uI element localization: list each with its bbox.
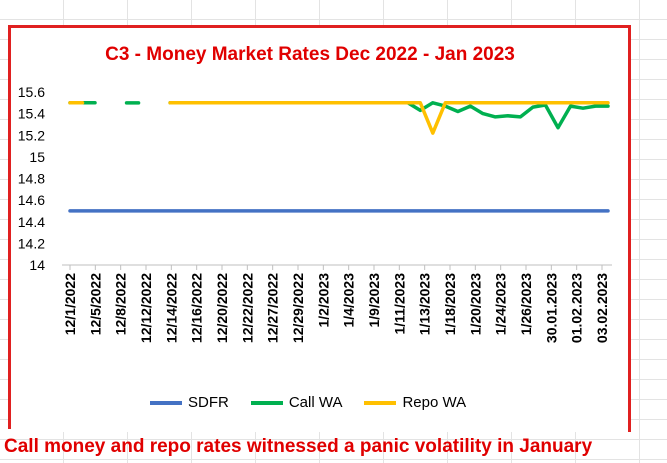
legend-label-repo-wa: Repo WA bbox=[402, 394, 467, 411]
x-tick-label: 1/24/2023 bbox=[493, 273, 509, 335]
legend-swatch-repo-wa bbox=[364, 400, 397, 405]
legend-swatch-sdfr bbox=[150, 400, 182, 405]
chart-frame bbox=[10, 25, 631, 432]
x-tick-label: 12/12/2022 bbox=[138, 273, 154, 343]
y-tick-label: 15.2 bbox=[18, 127, 45, 143]
chart-frame-left-border bbox=[8, 25, 11, 429]
x-tick-label: 12/20/2022 bbox=[214, 273, 230, 343]
y-tick-label: 14.4 bbox=[18, 214, 45, 230]
x-tick-label: 30.01.2023 bbox=[543, 273, 559, 343]
x-tick-label: 1/18/2023 bbox=[442, 273, 458, 335]
x-tick-label: 1/20/2023 bbox=[467, 273, 483, 335]
x-tick-label: 1/9/2023 bbox=[366, 273, 382, 328]
x-tick-label: 1/4/2023 bbox=[341, 273, 357, 328]
legend-swatch-call-wa bbox=[250, 400, 283, 405]
x-tick-label: 12/16/2022 bbox=[189, 273, 205, 343]
series-line-repo-wa bbox=[168, 101, 610, 135]
x-tick-label: 1/26/2023 bbox=[518, 273, 534, 335]
x-tick-label: 12/27/2022 bbox=[265, 273, 281, 343]
legend-item-call-wa: Call WA bbox=[250, 394, 343, 411]
chart-legend: SDFR Call WA Repo WA bbox=[150, 394, 466, 411]
y-tick-label: 15.6 bbox=[18, 84, 45, 100]
x-tick-label: 12/1/2022 bbox=[62, 273, 78, 335]
chart-title: C3 - Money Market Rates Dec 2022 - Jan 2… bbox=[105, 44, 515, 65]
y-tick-label: 14.6 bbox=[18, 192, 45, 208]
x-tick-label: 12/5/2022 bbox=[87, 273, 103, 335]
x-tick-label: 12/29/2022 bbox=[290, 273, 306, 343]
y-tick-label: 14.8 bbox=[18, 171, 45, 187]
x-tick-label: 1/13/2023 bbox=[417, 273, 433, 335]
legend-item-sdfr: SDFR bbox=[150, 394, 229, 411]
x-tick-label: 12/14/2022 bbox=[163, 273, 179, 343]
y-tick-label: 14 bbox=[29, 257, 45, 273]
y-tick-label: 14.2 bbox=[18, 235, 45, 251]
y-tick-label: 15.4 bbox=[18, 106, 45, 122]
x-tick-label: 1/11/2023 bbox=[391, 273, 407, 335]
y-tick-label: 15 bbox=[29, 149, 45, 165]
x-tick-label: 03.02.2023 bbox=[594, 273, 610, 343]
legend-item-repo-wa: Repo WA bbox=[364, 394, 466, 411]
x-tick-label: 01.02.2023 bbox=[569, 273, 585, 343]
x-tick-label: 12/22/2022 bbox=[239, 273, 255, 343]
series-line-call-wa bbox=[168, 101, 610, 130]
x-tick-label: 1/2/2023 bbox=[315, 273, 331, 328]
legend-label-call-wa: Call WA bbox=[288, 394, 343, 411]
chart-caption: Call money and repo rates witnessed a pa… bbox=[4, 436, 593, 457]
legend-label-sdfr: SDFR bbox=[188, 394, 229, 411]
x-tick-label: 12/8/2022 bbox=[113, 273, 129, 335]
